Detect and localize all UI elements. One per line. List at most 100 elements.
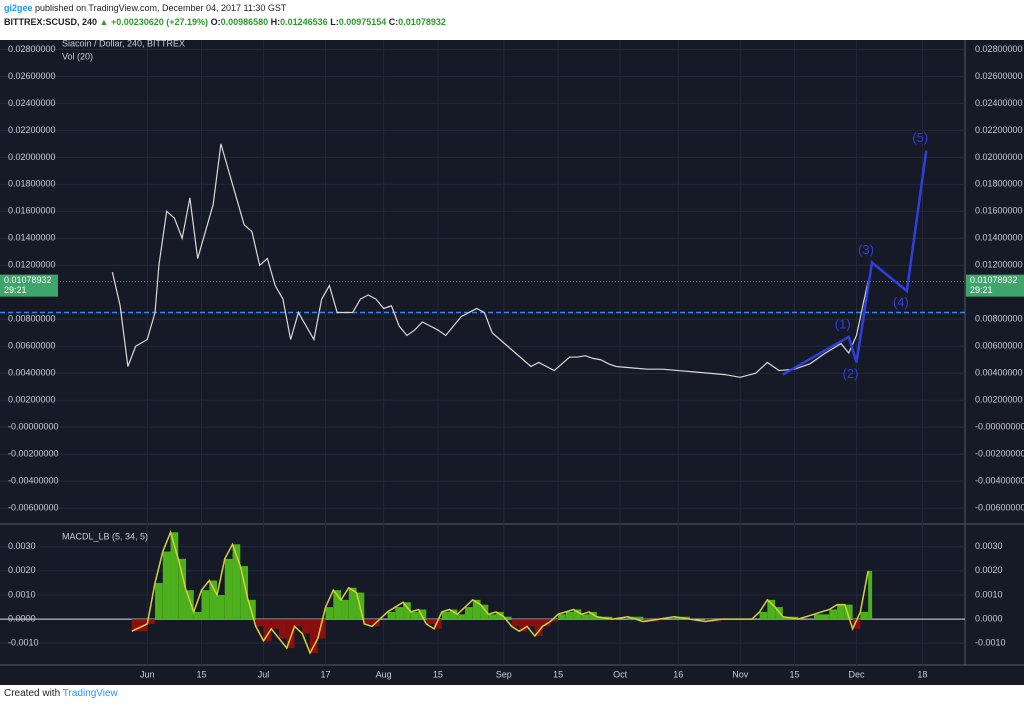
x-tick-label: Dec	[848, 669, 865, 679]
y-tick-label-right: 0.0030	[975, 541, 1003, 551]
histogram-bar	[131, 619, 148, 632]
y-tick-label: 0.01200000	[8, 260, 56, 270]
histogram-bar	[193, 611, 202, 620]
histogram-bar	[186, 590, 194, 620]
x-tick-label: 15	[197, 669, 207, 679]
symbol: BITTREX:SCUSD, 240	[4, 17, 98, 27]
histogram-bar	[162, 551, 171, 620]
y-tick-label: 0.01600000	[8, 206, 56, 216]
histogram-bar	[403, 602, 411, 620]
histogram-bar	[217, 595, 225, 620]
change: ▲ +0.00230620 (+27.19%)	[99, 17, 209, 27]
histogram-bar	[767, 599, 776, 620]
y-tick-label: -0.00200000	[8, 449, 59, 459]
histogram-bar	[480, 604, 489, 620]
x-tick-label: 15	[553, 669, 563, 679]
histogram-bar	[465, 607, 473, 620]
histogram-bar	[627, 616, 644, 620]
histogram-bar	[248, 599, 256, 620]
histogram-bar	[527, 619, 535, 627]
y-tick-label: -0.00400000	[8, 476, 59, 486]
histogram-bar	[410, 611, 419, 620]
histogram-bar	[271, 619, 280, 629]
y-tick-label: 0.01800000	[8, 179, 56, 189]
author[interactable]: gi2gee	[4, 3, 33, 13]
histogram-bar	[333, 590, 342, 620]
y-tick-label: 0.00800000	[8, 314, 56, 324]
wave-label: (5)	[912, 130, 928, 145]
brand[interactable]: TradingView	[62, 688, 118, 699]
y-tick-label-right: -0.00000000	[975, 422, 1024, 432]
footer-text: Created with	[4, 688, 61, 699]
histogram-bar	[387, 611, 396, 620]
y-tick-label: -0.00000000	[8, 422, 59, 432]
histogram-bar	[581, 614, 590, 620]
volume-label: Vol (20)	[62, 51, 93, 61]
y-tick-label-right: 0.0020	[975, 565, 1003, 575]
y-tick-label-right: 0.00800000	[975, 314, 1023, 324]
histogram-bar	[178, 558, 187, 620]
histogram-bar	[542, 619, 551, 627]
histogram-bar	[457, 614, 466, 620]
y-tick-label: 0.02400000	[8, 98, 56, 108]
histogram-bar	[201, 590, 210, 620]
close: 0.01078932	[398, 17, 446, 27]
histogram-bar	[534, 619, 543, 637]
c-label: C:	[388, 17, 399, 27]
histogram-bar	[860, 611, 869, 620]
y-tick-label-right: -0.00600000	[975, 503, 1024, 513]
y-tick-label-right: 0.00400000	[975, 368, 1023, 378]
y-tick-label-right: 0.02600000	[975, 71, 1023, 81]
chart: Jun 15 Jul 17 Aug 15 Sep 15 Oct 16 Nov 15 Dec 18 0.028…	[0, 40, 1024, 685]
y-tick-label: 0.01400000	[8, 233, 56, 243]
y-tick-label: 0.02600000	[8, 71, 56, 81]
x-tick-label: Nov	[732, 669, 749, 679]
y-tick-label: 0.0030	[8, 541, 36, 551]
histogram-bar	[255, 619, 264, 627]
wave-label: (2)	[843, 366, 859, 381]
histogram-bar	[573, 609, 582, 620]
y-tick-label: 0.02000000	[8, 152, 56, 162]
histogram-bar	[589, 611, 597, 620]
histogram-bar	[503, 616, 512, 620]
histogram-bar	[558, 614, 566, 620]
histogram-bar	[224, 558, 233, 620]
header: gi2gee published on TradingView.com, Dec…	[0, 0, 1024, 40]
histogram-bar	[868, 570, 873, 620]
y-tick-label-right: 0.0000	[975, 614, 1003, 624]
histogram-bar	[837, 604, 845, 620]
histogram-bar	[310, 619, 318, 653]
x-tick-label: 15	[789, 669, 799, 679]
histogram-bar	[325, 607, 334, 620]
y-tick-label-right: 0.00600000	[975, 341, 1023, 351]
histogram-bar	[240, 566, 249, 620]
footer: Created with TradingView	[4, 688, 118, 699]
histogram-bar	[496, 611, 504, 620]
y-tick-label: -0.00600000	[8, 503, 59, 513]
histogram-bar	[759, 611, 768, 620]
y-tick-label: 0.00600000	[8, 341, 56, 351]
indicator-title: MACDL_LB (5, 34, 5)	[62, 531, 148, 541]
x-tick-label: Aug	[376, 669, 392, 679]
y-tick-label: 0.0000	[8, 614, 36, 624]
histogram-bar	[155, 582, 163, 620]
y-tick-label: 0.00400000	[8, 368, 56, 378]
histogram-bar	[519, 619, 528, 632]
x-tick-label: Jul	[258, 669, 270, 679]
histogram-bar	[263, 619, 272, 641]
price-line	[111, 143, 869, 378]
histogram-bar	[147, 619, 156, 624]
open: 0.00986580	[220, 17, 269, 27]
y-tick-label-right: 0.02000000	[975, 152, 1023, 162]
h-label: H:	[270, 17, 281, 27]
x-tick-label: Sep	[496, 669, 512, 679]
wave-line	[782, 150, 928, 376]
x-tick-label: 17	[321, 669, 331, 679]
high: 0.01246536	[280, 17, 328, 27]
histogram-bar	[232, 544, 241, 620]
histogram-bar	[449, 609, 458, 620]
histogram-bar	[511, 619, 520, 627]
histogram-bar	[286, 619, 295, 649]
histogram-bar	[395, 607, 404, 620]
